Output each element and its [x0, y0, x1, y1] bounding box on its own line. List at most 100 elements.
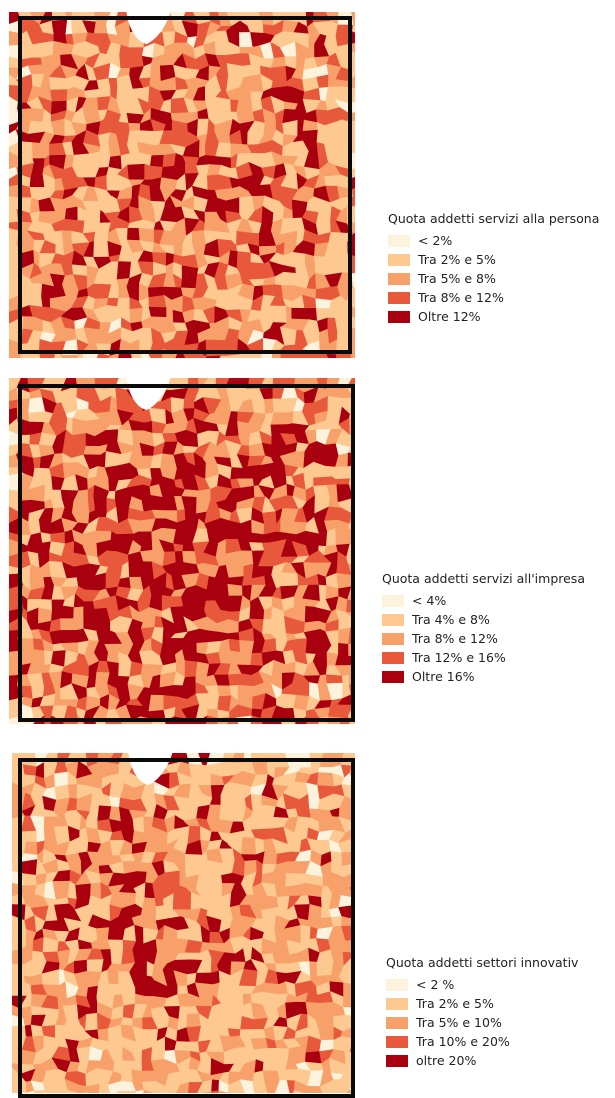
municipality-polygon: [228, 1029, 240, 1037]
municipality-polygon: [242, 65, 251, 78]
legend-item: Tra 8% e 12%: [382, 629, 585, 648]
municipality-polygon: [318, 1027, 334, 1040]
municipality-polygon: [94, 278, 111, 285]
municipality-polygon: [60, 606, 74, 619]
municipality-polygon: [94, 232, 108, 241]
legend-label: Tra 8% e 12%: [418, 290, 504, 305]
municipality-polygon: [344, 983, 355, 999]
municipality-polygon: [252, 399, 266, 414]
municipality-polygon: [262, 872, 275, 884]
municipality-polygon: [349, 418, 355, 435]
municipality-polygon: [72, 265, 87, 276]
municipality-polygon: [22, 873, 37, 885]
choropleth-map-servizi-persona: [9, 12, 355, 358]
legend-item: Tra 10% e 20%: [386, 1032, 578, 1051]
municipality-polygon: [349, 529, 355, 546]
municipality-polygon: [217, 290, 228, 301]
legend-swatch: [386, 979, 408, 991]
municipality-polygon: [127, 47, 144, 56]
municipality-polygon: [188, 926, 202, 942]
municipality-polygon: [310, 962, 318, 977]
legend-swatch: [388, 311, 410, 323]
municipality-polygon: [306, 531, 320, 546]
municipality-polygon: [54, 772, 68, 787]
municipality-polygon: [22, 885, 37, 894]
municipality-polygon: [94, 241, 110, 257]
legend-swatch: [388, 292, 410, 304]
legend-swatch: [382, 633, 404, 645]
municipality-polygon: [49, 77, 67, 90]
legend-label: Tra 5% e 8%: [418, 271, 496, 286]
municipality-polygon: [316, 287, 332, 300]
municipality-polygon: [55, 1025, 65, 1039]
municipality-polygon: [65, 1020, 81, 1026]
legend-title: Quota addetti servizi alla persona: [388, 211, 599, 226]
legend-swatch: [386, 998, 408, 1010]
municipality-polygon: [251, 1029, 266, 1038]
municipality-polygon: [212, 1080, 220, 1092]
municipality-polygon: [173, 544, 183, 552]
municipality-polygon: [182, 351, 197, 358]
municipality-polygon: [228, 584, 243, 596]
municipality-polygon: [337, 573, 352, 589]
municipality-polygon: [326, 528, 336, 546]
municipality-polygon: [189, 764, 202, 777]
municipality-polygon: [302, 350, 319, 358]
municipality-polygon: [249, 533, 263, 543]
legend-title: Quota addetti settori innovativ: [386, 955, 578, 970]
municipality-polygon: [149, 695, 164, 712]
municipality-polygon: [251, 1038, 268, 1049]
municipality-polygon: [72, 500, 89, 513]
legend-settori-innovativi: Quota addetti settori innovativ < 2 % Tr…: [386, 955, 578, 1070]
municipality-polygon: [33, 457, 41, 468]
municipality-polygon: [20, 142, 33, 159]
municipality-polygon: [306, 717, 319, 724]
municipality-polygon: [52, 20, 67, 35]
municipality-polygon: [317, 75, 329, 88]
legend-item: < 4%: [382, 591, 585, 610]
municipality-polygon: [133, 817, 144, 833]
municipality-polygon: [240, 378, 249, 389]
municipality-polygon: [24, 842, 38, 855]
municipality-polygon: [43, 307, 51, 322]
municipality-polygon: [62, 355, 79, 358]
municipality-polygon: [271, 66, 287, 81]
municipality-polygon: [31, 108, 44, 122]
municipality-polygon: [226, 565, 244, 578]
legend-item: Tra 5% e 8%: [388, 269, 599, 288]
municipality-polygon: [9, 31, 23, 46]
municipality-polygon: [317, 130, 325, 145]
municipality-polygon: [241, 837, 256, 854]
municipality-polygon: [163, 939, 178, 955]
municipality-polygon: [240, 196, 255, 213]
municipality-polygon: [215, 578, 229, 584]
municipality-polygon: [109, 78, 118, 87]
municipality-polygon: [317, 961, 334, 977]
legend-label: < 4%: [412, 593, 446, 608]
municipality-polygon: [272, 350, 281, 358]
legend-swatch: [388, 273, 410, 285]
map-polygons-1: [9, 12, 355, 358]
municipality-polygon: [331, 917, 342, 927]
municipality-polygon: [150, 155, 164, 167]
municipality-polygon: [108, 763, 119, 776]
municipality-polygon: [347, 206, 355, 224]
municipality-polygon: [342, 852, 354, 866]
municipality-polygon: [328, 309, 335, 319]
municipality-polygon: [31, 43, 41, 58]
legend-swatch: [388, 235, 410, 247]
municipality-polygon: [108, 970, 119, 984]
municipality-polygon: [173, 892, 191, 909]
municipality-polygon: [240, 640, 255, 653]
legend-swatch: [386, 1036, 408, 1048]
legend-label: Tra 4% e 8%: [412, 612, 490, 627]
municipality-polygon: [263, 285, 275, 297]
municipality-polygon: [316, 299, 332, 309]
municipality-polygon: [219, 651, 231, 664]
municipality-polygon: [119, 253, 133, 262]
municipality-polygon: [65, 207, 78, 221]
municipality-polygon: [226, 551, 244, 567]
municipality-polygon: [229, 639, 240, 652]
legend-title: Quota addetti servizi all'impresa: [382, 571, 585, 586]
municipality-polygon: [117, 534, 134, 541]
